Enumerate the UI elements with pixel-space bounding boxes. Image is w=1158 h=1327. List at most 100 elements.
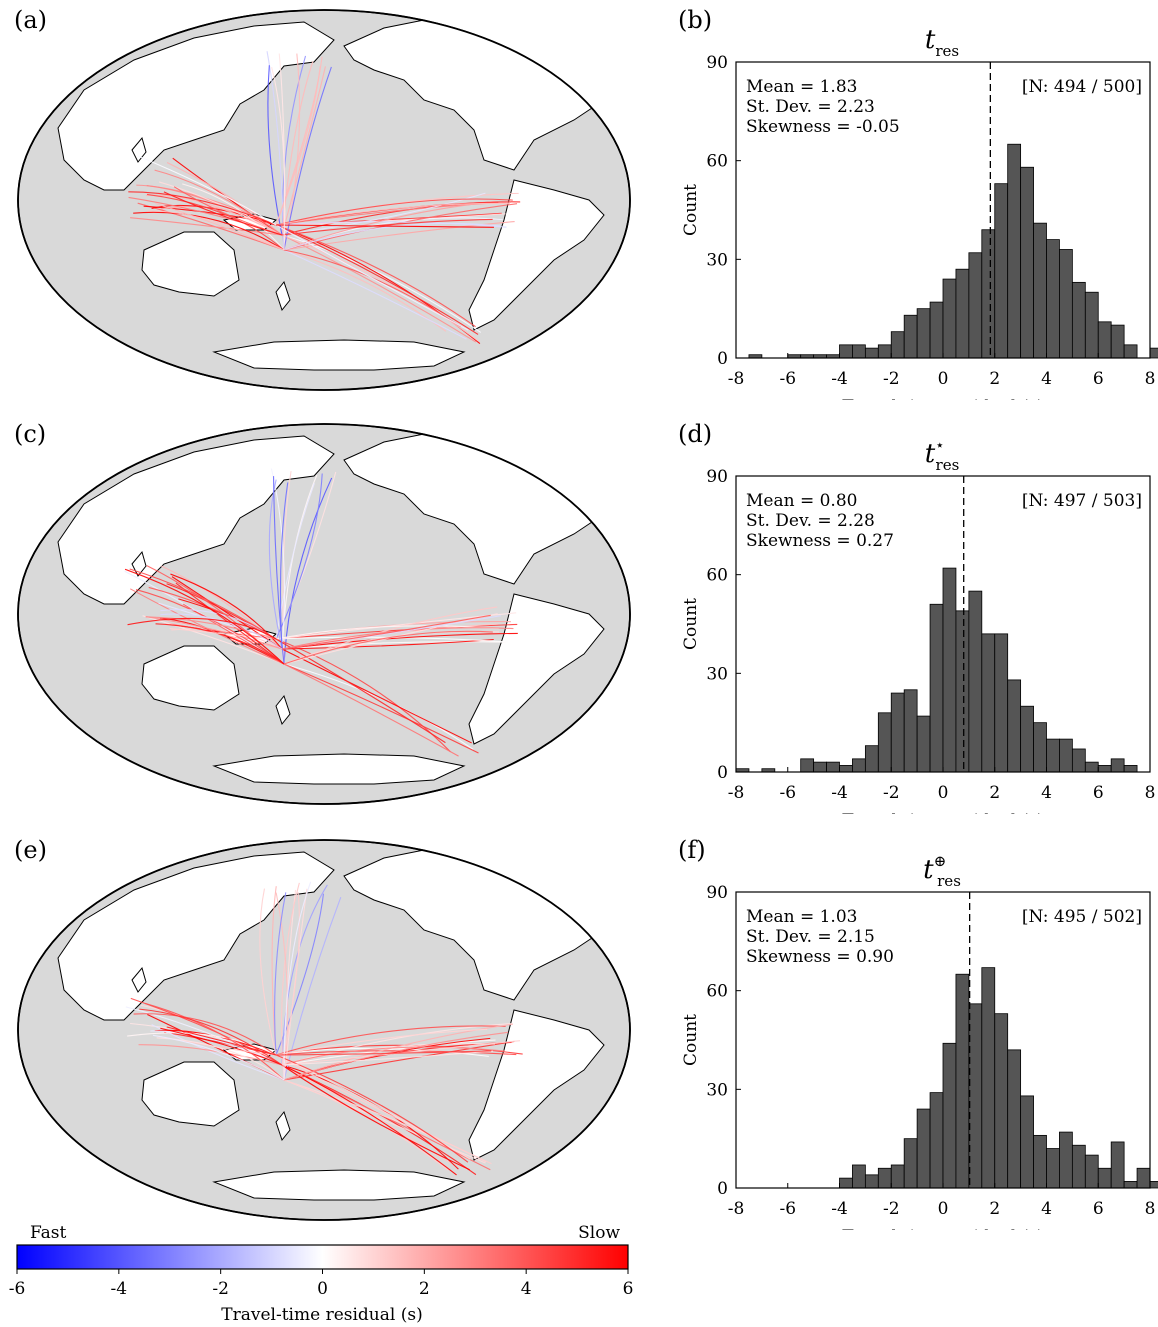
ray-path	[270, 468, 286, 650]
histogram-bar	[890, 692, 905, 773]
landmass	[468, 179, 605, 331]
panel-label-c: (c)	[14, 420, 47, 448]
x-tick-label: 2	[989, 369, 1000, 389]
histogram-bar	[903, 689, 918, 773]
histogram-bar	[852, 344, 866, 359]
histogram-bar	[994, 183, 1009, 359]
y-tick-label: 30	[706, 250, 728, 270]
ray-path	[275, 1054, 492, 1165]
ray-path	[281, 1040, 521, 1066]
x-tick-label: -2	[883, 783, 900, 803]
ray-path	[274, 892, 287, 1056]
histogram-bar	[1071, 1144, 1086, 1189]
x-tick-label: 8	[1145, 783, 1156, 803]
ray-path	[275, 224, 479, 335]
colorbar-tick-label: 4	[521, 1279, 532, 1299]
ray-path	[275, 638, 446, 744]
histogram-bar	[1123, 1181, 1138, 1189]
map-border	[17, 423, 631, 805]
x-tick-label: 4	[1041, 369, 1052, 389]
ray-path	[145, 1002, 285, 1081]
histogram-bar	[942, 278, 957, 359]
colorbar-tick-label: 0	[317, 1279, 328, 1299]
landmass	[131, 966, 147, 993]
ray-path	[152, 1034, 285, 1081]
landmass	[141, 1061, 240, 1127]
y-tick-label: 60	[706, 982, 728, 1002]
ray-path	[281, 1046, 505, 1066]
histogram-bar	[903, 1138, 918, 1189]
histogram-bar	[916, 1108, 931, 1189]
ray-path	[155, 623, 285, 665]
landmass	[275, 694, 291, 726]
histogram-bar	[1033, 222, 1047, 359]
map-border	[17, 9, 631, 391]
landmass	[131, 136, 147, 163]
x-tick-label: 8	[1145, 369, 1156, 389]
ray-path	[268, 479, 283, 650]
histogram-bar	[1110, 758, 1125, 773]
x-tick-label: 0	[938, 369, 949, 389]
x-axis-label: Travel-time residual (s)	[842, 811, 1043, 814]
title-sup: ⋆	[935, 436, 944, 454]
histogram-bar	[1071, 281, 1086, 359]
histogram-bar	[916, 308, 931, 359]
ray-path	[283, 663, 459, 757]
ray-path	[283, 477, 333, 665]
x-tick-label: 0	[938, 1199, 949, 1219]
ray-path	[163, 191, 283, 236]
histogram-bar	[852, 1164, 866, 1189]
title-sub: res	[935, 42, 959, 60]
ray-path	[138, 155, 277, 226]
histogram-bar	[1110, 324, 1125, 359]
stats-text: Mean = 0.80	[746, 491, 857, 511]
landmass	[57, 21, 335, 191]
histogram-title: t⊕ res	[923, 852, 961, 890]
ray-path-map	[17, 9, 631, 391]
x-tick-label: -4	[831, 783, 848, 803]
histogram-bar	[813, 761, 827, 773]
ray-path	[275, 1050, 492, 1056]
ray-path	[150, 1030, 283, 1066]
map-panel-c	[14, 414, 634, 814]
histogram-bar	[1097, 765, 1112, 773]
stats-text: St. Dev. = 2.23	[746, 97, 875, 117]
stats-text: Skewness = 0.90	[746, 947, 894, 967]
ray-path	[275, 1054, 469, 1163]
histogram-bar	[942, 1042, 957, 1189]
title-sup: ⊕	[934, 852, 947, 870]
ray-path	[281, 1050, 494, 1066]
map-panel-a	[14, 0, 634, 400]
x-tick-label: 4	[1041, 1199, 1052, 1219]
x-tick-label: 2	[989, 783, 1000, 803]
ray-path	[281, 234, 479, 342]
ray-path	[281, 1039, 496, 1066]
histogram-panel-d: t⋆ res -8 -6 -4 -2 0 2 4 6 8 0 30 60 90 Travel-time res…	[672, 414, 1158, 814]
colorbar-svg: Fast Slow -6 -4 -2 0 2 4 6 Travel-time residua…	[9, 1223, 634, 1325]
colorbar-tick-label: -4	[111, 1279, 128, 1299]
y-tick-label: 30	[706, 664, 728, 684]
histogram-bar	[942, 567, 957, 773]
ray-path	[127, 1032, 277, 1056]
histogram-bar	[877, 1167, 892, 1189]
ray-path	[182, 183, 285, 251]
histogram-bar	[864, 347, 879, 359]
histogram-bar	[1046, 738, 1060, 773]
y-axis-label: Count	[681, 598, 701, 650]
ray-path	[278, 53, 285, 251]
x-axis-label: Travel-time residual (s)	[842, 397, 1043, 400]
histogram-bar	[1097, 1167, 1112, 1189]
ray-path	[166, 161, 283, 236]
histogram-bar	[929, 1092, 944, 1189]
histogram-bar	[1136, 1167, 1151, 1189]
y-tick-label: 90	[706, 467, 728, 487]
panel-label-e: (e)	[14, 836, 47, 864]
colorbar-tick-label: -6	[9, 1279, 26, 1299]
landmass	[212, 1169, 466, 1201]
colorbar: Fast Slow -6 -4 -2 0 2 4 6 Travel-time residua…	[0, 1218, 660, 1327]
histogram-bar	[968, 1003, 983, 1189]
landmass	[212, 339, 466, 371]
ray-path	[283, 1031, 509, 1081]
histogram-bar	[890, 1164, 905, 1189]
ray-path	[133, 211, 285, 251]
